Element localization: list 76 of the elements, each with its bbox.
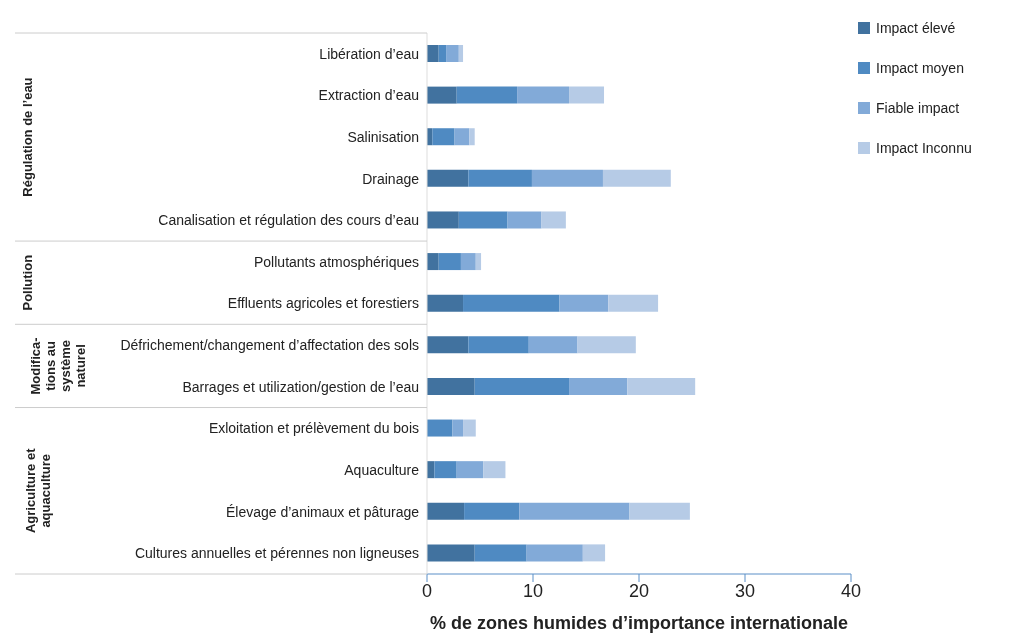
bar xyxy=(427,169,469,187)
bar xyxy=(427,253,439,271)
bar xyxy=(463,294,560,312)
text: Pollution xyxy=(20,254,35,311)
bar xyxy=(517,86,570,104)
bar xyxy=(474,377,570,395)
bar xyxy=(474,544,527,562)
bar xyxy=(577,336,636,354)
x-tick-label: 0 xyxy=(421,580,433,601)
bar xyxy=(541,211,566,229)
bar xyxy=(531,169,603,187)
y-tick-label: Extraction d’eau xyxy=(318,87,419,104)
bar xyxy=(427,86,457,104)
bar xyxy=(468,336,529,354)
y-tick-label: Élevage d’animaux et pâturage xyxy=(225,503,420,520)
bar xyxy=(432,128,455,146)
y-tick-label: Salinisation xyxy=(347,129,419,146)
bar xyxy=(434,461,457,479)
y-tick-label: Exloitation et prélèvement du bois xyxy=(208,420,419,437)
bar xyxy=(629,502,690,520)
text: Agriculture et aquaculture xyxy=(22,447,53,534)
bar xyxy=(456,86,518,104)
bar xyxy=(438,45,447,62)
text: Régulation de l’eau xyxy=(20,77,35,197)
bar xyxy=(528,336,578,354)
bar xyxy=(427,211,459,229)
bar xyxy=(519,502,630,520)
x-tick-label: 30 xyxy=(734,580,756,601)
legend-label: Impact Inconnu xyxy=(876,140,972,156)
text: Modifica- tions au système naturel xyxy=(27,337,88,395)
bar xyxy=(475,253,482,271)
bar xyxy=(458,211,508,229)
bar xyxy=(469,128,475,146)
y-tick-label: Barrages et utilization/gestion de l’eau xyxy=(182,378,419,395)
y-tick-label: Pollutants atmosphériques xyxy=(254,253,419,270)
y-tick-label: Drainage xyxy=(362,170,420,187)
bar xyxy=(569,86,605,104)
bar xyxy=(463,419,476,437)
bar xyxy=(464,502,520,520)
x-tick-label: 20 xyxy=(628,580,650,601)
bar xyxy=(427,45,439,62)
y-tick-label: Effluents agricoles et forestiers xyxy=(227,295,419,312)
bar xyxy=(608,294,659,312)
legend-label: Impact élevé xyxy=(876,20,956,36)
x-tick-label: 10 xyxy=(522,580,544,601)
bar xyxy=(452,419,464,437)
bar xyxy=(458,45,464,62)
y-tick-label: Libération d’eau xyxy=(319,45,419,62)
bar xyxy=(427,544,475,562)
bar xyxy=(627,377,696,395)
bar xyxy=(468,169,532,187)
bar xyxy=(582,544,606,562)
bar xyxy=(454,128,470,146)
bar xyxy=(456,461,484,479)
y-tick-label: Canalisation et régulation des cours d’eau xyxy=(158,212,419,229)
bar xyxy=(483,461,506,479)
x-tick-label: 40 xyxy=(840,580,862,601)
bar xyxy=(427,377,475,395)
bar xyxy=(602,169,671,187)
bar xyxy=(569,377,628,395)
y-tick-label: Cultures annuelles et pérennes non ligneuses xyxy=(134,545,419,562)
bar xyxy=(427,419,453,437)
y-tick-label: Défrichement/changement d’affectation des sols xyxy=(120,337,419,354)
bar xyxy=(446,45,459,62)
bar xyxy=(559,294,609,312)
bar xyxy=(507,211,542,229)
legend-label: Fiable impact xyxy=(876,100,960,116)
bar xyxy=(427,294,464,312)
y-tick-label: Aquaculture xyxy=(344,461,420,478)
bar xyxy=(427,502,465,520)
x-axis-title: % de zones humides d’importance internationale xyxy=(429,613,849,633)
bar xyxy=(438,253,461,271)
bar xyxy=(460,253,476,271)
legend-label: Impact moyen xyxy=(876,60,964,76)
bar xyxy=(526,544,583,562)
bar xyxy=(427,336,469,354)
